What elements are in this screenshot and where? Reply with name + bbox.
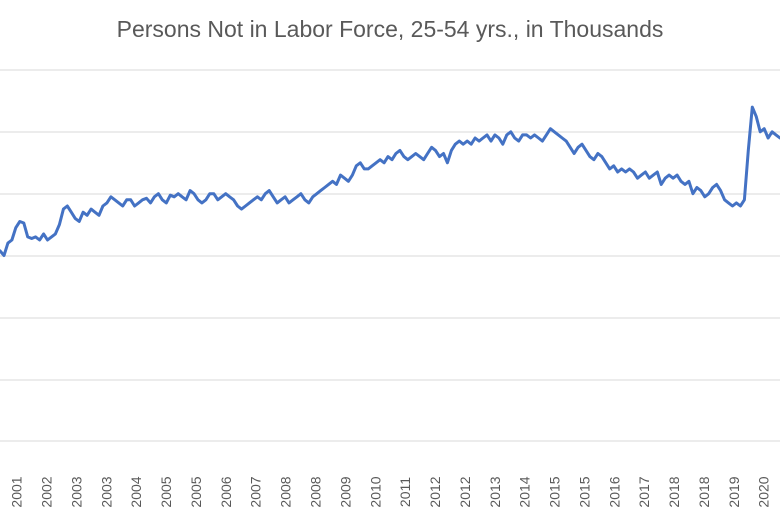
- x-tick-label: 2018: [666, 476, 682, 507]
- x-tick-label: 2003: [68, 476, 84, 507]
- x-tick-label: 2004: [128, 476, 144, 507]
- x-tick-label: 2020: [756, 476, 772, 507]
- x-tick-label: 2017: [636, 476, 652, 507]
- x-tick-label: 2016: [606, 476, 622, 507]
- x-tick-label: 2015: [547, 476, 563, 507]
- series-line: [0, 105, 780, 257]
- x-tick-label: 2002: [39, 476, 55, 507]
- x-tick-label: 2019: [726, 476, 742, 507]
- x-tick-label: 2013: [487, 476, 503, 507]
- x-tick-label: 2005: [188, 476, 204, 507]
- x-tick-label: 2001: [9, 476, 25, 507]
- gridlines: [0, 69, 780, 442]
- x-tick-label: 2011: [397, 477, 413, 507]
- x-tick-label: 2012: [457, 476, 473, 507]
- x-tick-label: 2018: [696, 476, 712, 507]
- x-tick-label: 2005: [158, 476, 174, 507]
- x-axis-tick-labels: 2001 2002 2003 2003 2004 2005 2005 2006 2007 2008…: [9, 476, 772, 507]
- chart-title: Persons Not in Labor Force, 25-54 yrs., …: [116, 16, 664, 42]
- x-tick-label: 2009: [337, 476, 353, 507]
- x-tick-label: 2008: [308, 476, 324, 507]
- x-tick-label: 2014: [517, 476, 533, 507]
- series-lines: [0, 105, 780, 257]
- x-tick-label: 2006: [218, 476, 234, 507]
- x-tick-label: 2010: [367, 476, 383, 507]
- x-tick-label: 2008: [278, 476, 294, 507]
- x-tick-label: 2015: [576, 476, 592, 507]
- x-tick-label: 2003: [98, 476, 114, 507]
- x-tick-label: 2012: [427, 476, 443, 507]
- x-tick-label: 2007: [248, 476, 264, 507]
